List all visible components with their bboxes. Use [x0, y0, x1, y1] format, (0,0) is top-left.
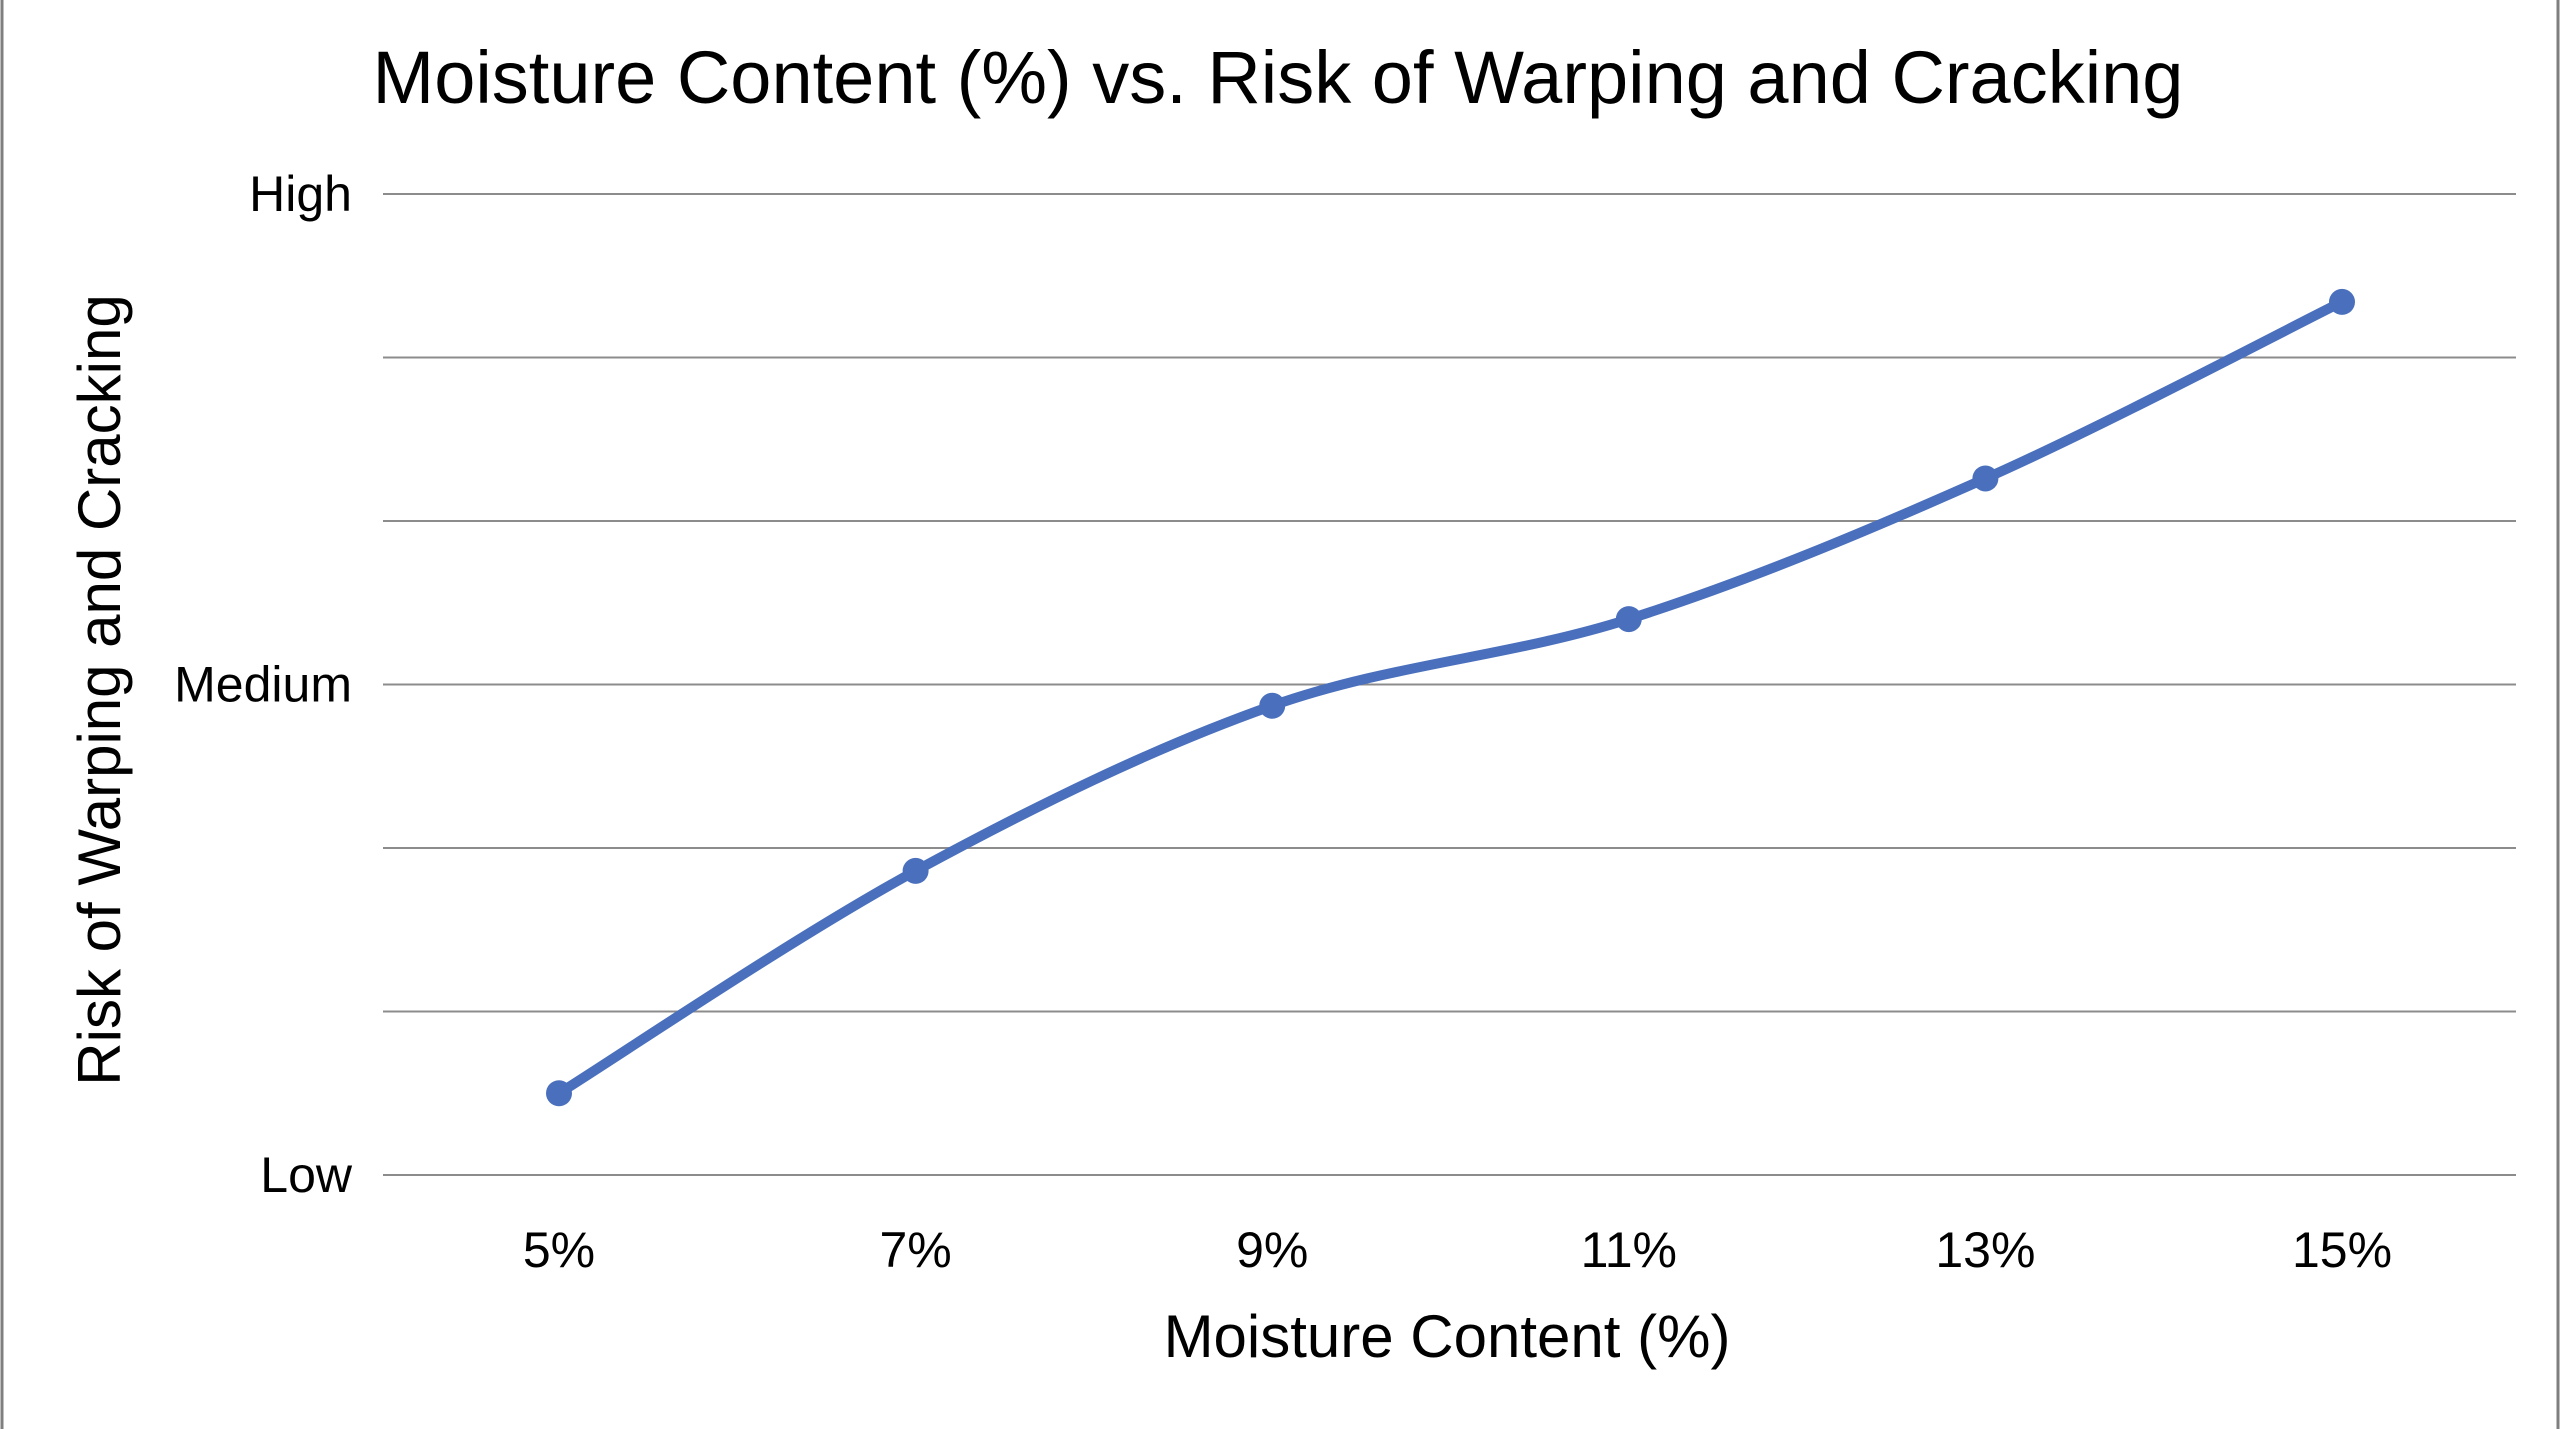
x-tick-label: 15%: [2292, 1222, 2392, 1278]
series-line: [554, 296, 2347, 1099]
gridlines: [383, 193, 2516, 1176]
chart-title: Moisture Content (%) vs. Risk of Warping…: [373, 36, 2184, 119]
x-tick-label: 5%: [523, 1222, 595, 1278]
data-point: [1259, 692, 1286, 719]
y-tick-label: High: [249, 166, 352, 222]
x-tick-label: 9%: [1236, 1222, 1308, 1278]
y-tick-label: Medium: [174, 657, 352, 713]
series-group: [546, 288, 2355, 1107]
data-point: [1972, 465, 1999, 492]
x-axis-title: Moisture Content (%): [1164, 1303, 1731, 1370]
x-tick-label: 13%: [1935, 1222, 2035, 1278]
data-point: [1615, 606, 1642, 633]
data-point: [902, 857, 929, 884]
x-tick-labels: 5% 7% 9% 11% 13% 15%: [523, 1222, 2392, 1278]
x-tick-label: 7%: [879, 1222, 951, 1278]
y-axis-title: Risk of Warping and Cracking: [66, 294, 133, 1085]
data-point: [546, 1080, 572, 1107]
data-point: [2329, 288, 2355, 315]
y-tick-labels: Low Medium High: [174, 166, 353, 1203]
y-tick-label: Low: [260, 1147, 353, 1203]
x-tick-label: 11%: [1581, 1222, 1677, 1278]
